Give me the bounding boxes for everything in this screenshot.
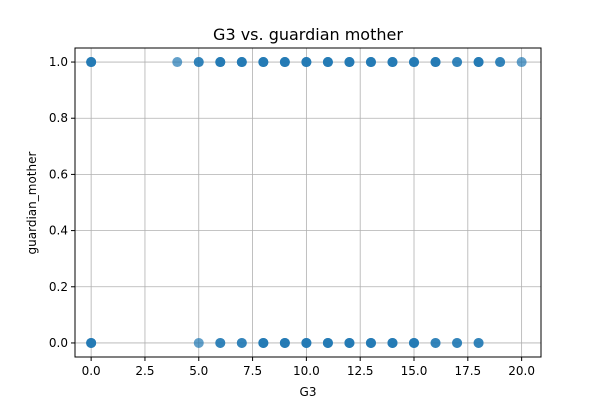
data-point bbox=[236, 57, 247, 68]
data-point bbox=[495, 57, 506, 68]
data-point bbox=[430, 57, 441, 68]
x-tick-label: 15.0 bbox=[401, 364, 428, 378]
data-point bbox=[258, 337, 269, 348]
data-point bbox=[473, 57, 484, 68]
x-tick-label: 10.0 bbox=[293, 364, 320, 378]
data-point bbox=[236, 337, 247, 348]
data-point bbox=[322, 57, 333, 68]
data-point bbox=[365, 337, 376, 348]
x-tick-label: 0.0 bbox=[82, 364, 101, 378]
data-point bbox=[193, 337, 204, 348]
x-tick-label: 7.5 bbox=[243, 364, 262, 378]
x-tick-label: 12.5 bbox=[347, 364, 374, 378]
y-tick-label: 1.0 bbox=[49, 55, 68, 69]
data-point bbox=[409, 337, 420, 348]
data-point bbox=[365, 57, 376, 68]
plot-area-frame bbox=[74, 47, 542, 358]
data-point bbox=[473, 337, 484, 348]
x-tick-label: 2.5 bbox=[135, 364, 154, 378]
data-point bbox=[322, 337, 333, 348]
data-point bbox=[452, 337, 463, 348]
y-tick-label: 0.6 bbox=[49, 167, 68, 181]
data-point bbox=[452, 57, 463, 68]
data-point bbox=[193, 57, 204, 68]
y-tick-label: 0.0 bbox=[49, 336, 68, 350]
data-point bbox=[516, 57, 527, 68]
data-point bbox=[172, 57, 183, 68]
data-point bbox=[301, 57, 312, 68]
data-point bbox=[215, 57, 226, 68]
x-tick-label: 5.0 bbox=[189, 364, 208, 378]
data-points bbox=[86, 57, 527, 348]
data-point bbox=[258, 57, 269, 68]
data-point bbox=[344, 57, 355, 68]
data-point bbox=[86, 57, 97, 68]
x-tick-label: 17.5 bbox=[454, 364, 481, 378]
y-tick-label: 0.4 bbox=[49, 224, 68, 238]
data-point bbox=[215, 337, 226, 348]
data-point bbox=[279, 57, 290, 68]
y-axis-label: guardian_mother bbox=[25, 152, 39, 255]
x-axis-label: G3 bbox=[300, 385, 317, 399]
y-tick-label: 0.2 bbox=[49, 280, 68, 294]
axis-ticks: 0.0 2.5 5.0 7.5 10.0 12.5 15.0 17.5 20.0 0.0 0.2 0.… bbox=[49, 55, 535, 378]
data-point bbox=[86, 337, 97, 348]
data-point bbox=[279, 337, 290, 348]
data-point bbox=[409, 57, 420, 68]
data-point bbox=[387, 57, 398, 68]
x-tick-label: 20.0 bbox=[508, 364, 535, 378]
chart-title: G3 vs. guardian mother bbox=[213, 25, 403, 44]
data-point bbox=[387, 337, 398, 348]
data-point bbox=[344, 337, 355, 348]
data-point bbox=[301, 337, 312, 348]
data-point bbox=[430, 337, 441, 348]
y-tick-label: 0.8 bbox=[49, 111, 68, 125]
